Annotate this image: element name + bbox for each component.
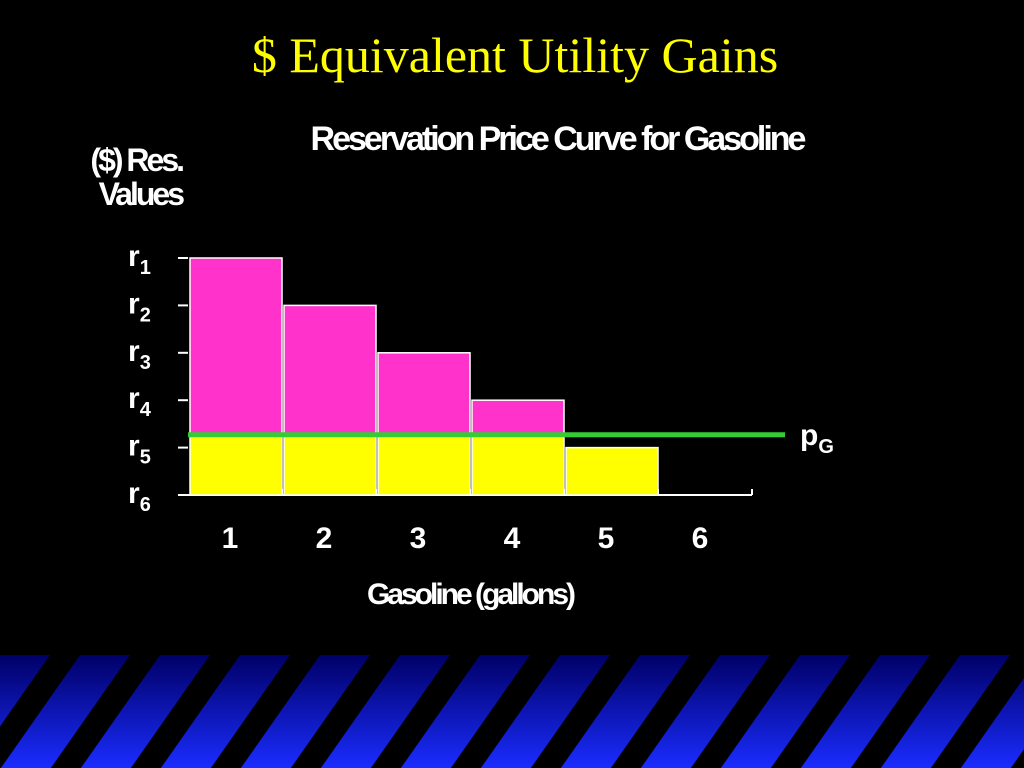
bar bbox=[283, 304, 377, 496]
bar bbox=[189, 257, 283, 496]
bar-below-price bbox=[189, 434, 283, 496]
y-tick-label: r1 bbox=[128, 240, 151, 279]
x-tick-label: 6 bbox=[692, 522, 709, 555]
x-tick-label: 3 bbox=[410, 522, 427, 555]
bar bbox=[565, 446, 659, 496]
y-tick-label: r4 bbox=[128, 382, 152, 421]
x-tick-label: 2 bbox=[316, 522, 333, 555]
bar-below-price bbox=[565, 446, 659, 496]
x-tick-label: 1 bbox=[222, 522, 239, 555]
bar-below-price bbox=[471, 434, 565, 496]
x-tick-label: 4 bbox=[504, 522, 521, 555]
bar-below-price bbox=[377, 434, 471, 496]
bar-above-price bbox=[471, 399, 565, 436]
x-tick-label: 5 bbox=[598, 522, 615, 555]
x-axis-label: Gasoline (gallons) bbox=[367, 578, 575, 611]
bar bbox=[471, 399, 565, 496]
bar-above-price bbox=[283, 304, 377, 436]
y-tick-label: r3 bbox=[128, 335, 151, 374]
y-tick-label: r2 bbox=[128, 287, 151, 326]
bar-above-price bbox=[377, 352, 471, 436]
bar-above-price bbox=[189, 257, 283, 436]
slide-title: $ Equivalent Utility Gains bbox=[252, 27, 778, 83]
y-tick-label: r5 bbox=[128, 430, 151, 469]
chart-title: Reservation Price Curve for Gasoline bbox=[311, 120, 806, 158]
y-tick-label: r6 bbox=[128, 477, 151, 516]
bar-below-price bbox=[283, 434, 377, 496]
y-axis-label: ($) Res. Values bbox=[90, 142, 185, 212]
bar bbox=[377, 352, 471, 496]
footer-decoration bbox=[0, 655, 1024, 768]
price-line-label: pG bbox=[800, 419, 834, 458]
